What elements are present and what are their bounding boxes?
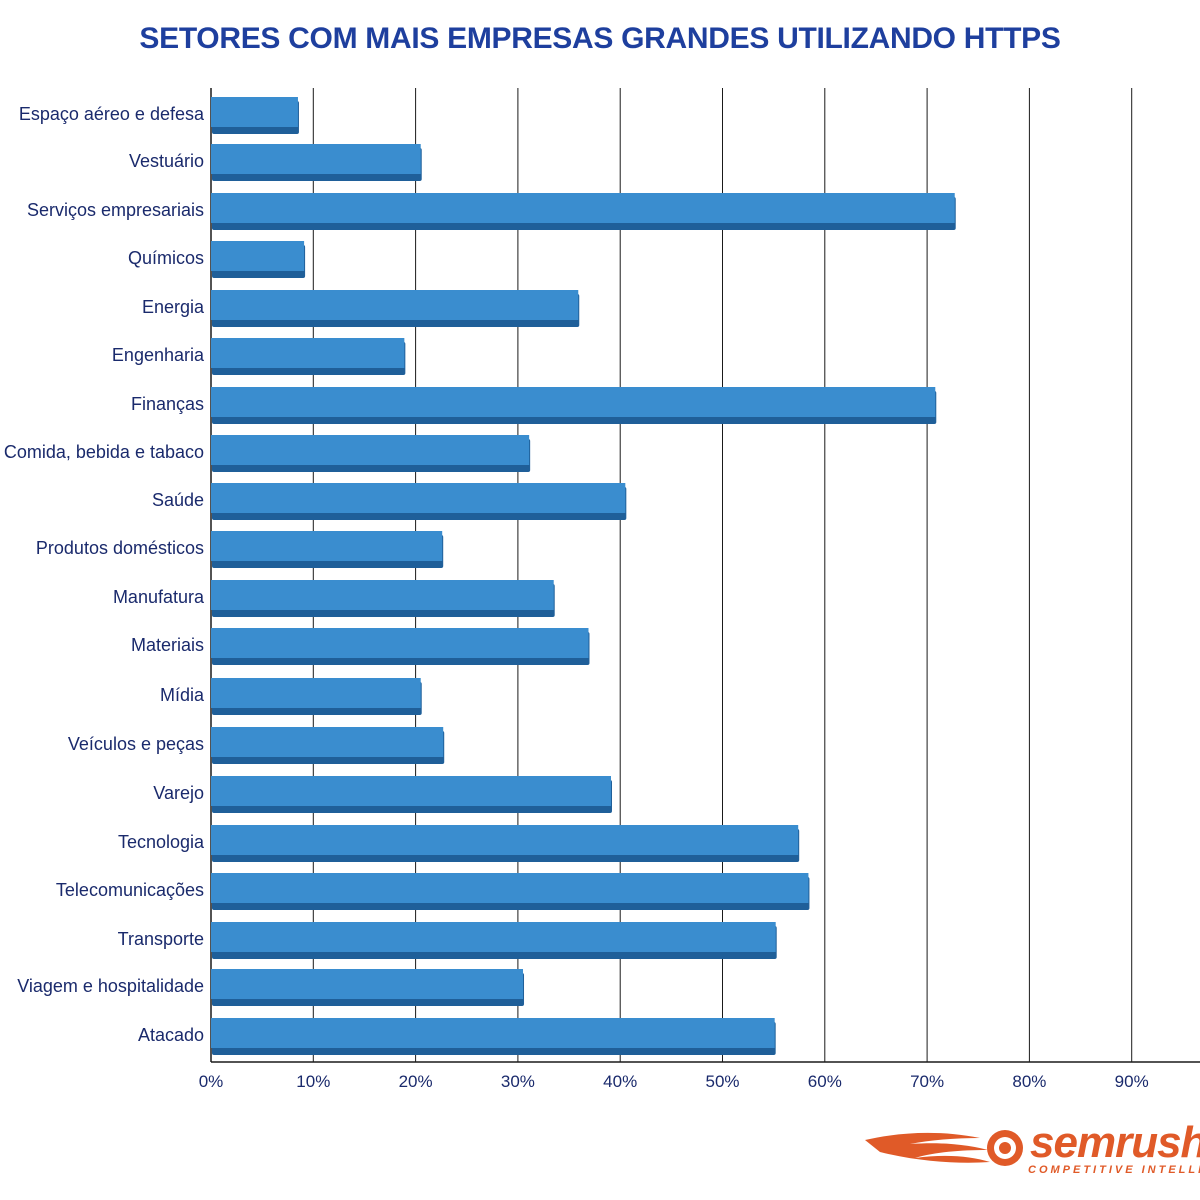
category-label: Tecnologia (118, 832, 205, 852)
bar (211, 435, 530, 465)
bar (211, 969, 524, 999)
logo-name: semrush (1030, 1118, 1200, 1167)
x-tick-label: 10% (296, 1072, 330, 1091)
gridlines (210, 88, 1200, 1063)
category-label: Produtos domésticos (36, 538, 204, 558)
bar (211, 241, 305, 271)
semrush-logo: semrush COMPETITIVE INTELLIGENCE (860, 1118, 1200, 1178)
bar (211, 825, 799, 855)
bar (211, 144, 421, 174)
x-tick-label: 80% (1012, 1072, 1046, 1091)
category-label: Atacado (138, 1025, 204, 1045)
category-label: Mídia (160, 685, 205, 705)
chart-title: SETORES COM MAIS EMPRESAS GRANDES UTILIZ… (139, 22, 1061, 55)
bar (211, 628, 589, 658)
x-tick-label: 30% (501, 1072, 535, 1091)
x-tick-label: 60% (808, 1072, 842, 1091)
bar (211, 97, 298, 127)
category-label: Finanças (131, 394, 204, 414)
category-label: Espaço aéreo e defesa (19, 104, 205, 124)
bar (211, 1018, 775, 1048)
x-tick-label: 40% (603, 1072, 637, 1091)
category-label: Materiais (131, 635, 204, 655)
bar (211, 387, 936, 417)
x-tick-label: 0% (199, 1072, 224, 1091)
bar (211, 338, 405, 368)
bar (211, 727, 444, 757)
category-label: Veículos e peças (68, 734, 204, 754)
logo-tagline: COMPETITIVE INTELLIGENCE (1028, 1164, 1200, 1176)
flame-ball-icon (865, 1130, 1023, 1166)
category-label: Energia (142, 297, 205, 317)
category-label: Varejo (153, 783, 204, 803)
x-tick-label: 70% (910, 1072, 944, 1091)
category-label: Transporte (118, 929, 204, 949)
x-tick-label: 90% (1115, 1072, 1149, 1091)
bar (211, 776, 611, 806)
category-label: Viagem e hospitalidade (17, 976, 204, 996)
category-label: Vestuário (129, 151, 204, 171)
x-axis-ticks: 0% 10% 20% 30% 40% 50% 60% 70% 80% 90% (199, 1072, 1149, 1091)
bar (211, 678, 421, 708)
bar (211, 873, 809, 903)
category-label: Químicos (128, 248, 204, 268)
category-label: Engenharia (112, 345, 205, 365)
x-tick-label: 20% (399, 1072, 433, 1091)
category-labels: Espaço aéreo e defesa Vestuário Serviços e… (4, 104, 205, 1045)
bar (211, 922, 776, 952)
category-label: Serviços empresariais (27, 200, 204, 220)
bar (211, 531, 443, 561)
bar (211, 483, 626, 513)
bar (211, 193, 955, 223)
category-label: Manufatura (113, 587, 205, 607)
bars (211, 97, 956, 1055)
bar (211, 580, 554, 610)
category-label: Comida, bebida e tabaco (4, 442, 204, 462)
x-tick-label: 50% (705, 1072, 739, 1091)
category-label: Telecomunicações (56, 880, 204, 900)
category-label: Saúde (152, 490, 204, 510)
bar (211, 290, 579, 320)
